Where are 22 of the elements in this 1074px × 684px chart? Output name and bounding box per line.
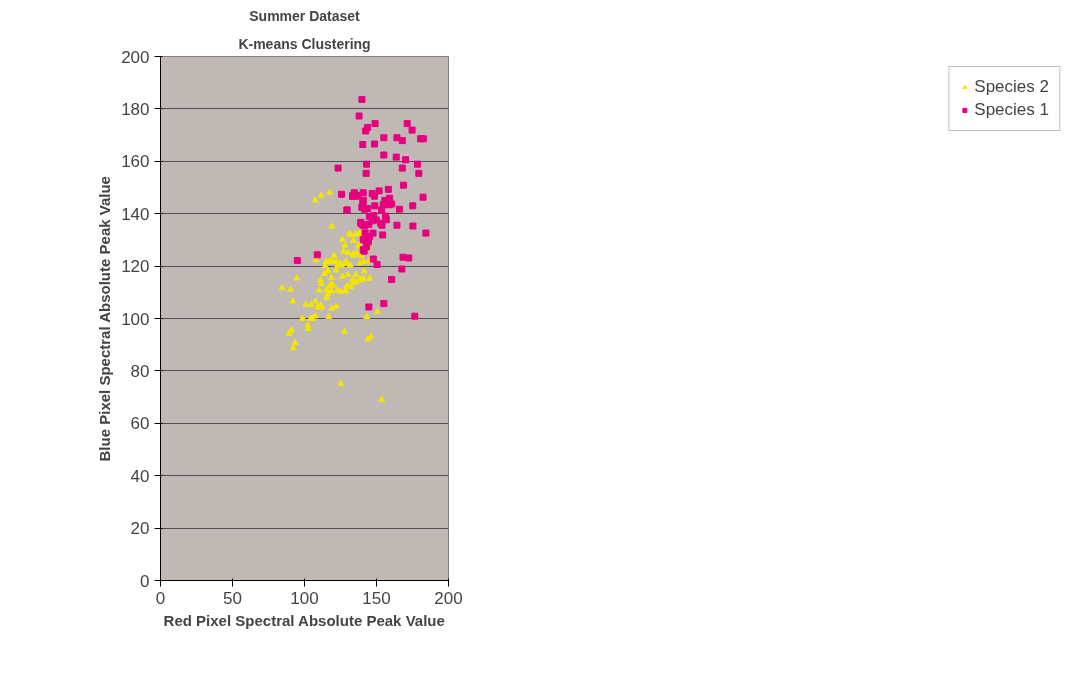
y-tick-label: 100 xyxy=(121,309,150,329)
x-tick-label: 100 xyxy=(290,588,319,608)
legend-label: Species 1 xyxy=(974,100,1049,120)
y-tick-label: 0 xyxy=(140,571,150,591)
y-tick-label: 40 xyxy=(130,466,150,486)
x-tick-label: 150 xyxy=(362,588,391,608)
chart-subtitle: K-means Clustering xyxy=(238,35,371,52)
y-tick-label: 180 xyxy=(121,99,150,119)
x-tick-label: 200 xyxy=(434,588,463,608)
y-tick-label: 80 xyxy=(130,361,150,381)
x-tick-label: 0 xyxy=(155,588,166,608)
y-tick-label: 200 xyxy=(121,47,150,67)
chart-title: Summer Dataset xyxy=(249,7,361,24)
y-axis-title: Blue Pixel Spectral Absolute Peak Value xyxy=(96,176,114,462)
y-tick-label: 60 xyxy=(130,414,150,434)
y-tick-label: 20 xyxy=(130,519,150,539)
x-tick-label: 50 xyxy=(223,588,242,608)
y-tick-label: 140 xyxy=(121,204,150,224)
legend-label: Species 2 xyxy=(974,77,1049,97)
y-tick-label: 120 xyxy=(121,257,150,277)
y-tick-label: 160 xyxy=(121,152,150,172)
x-axis-title: Red Pixel Spectral Absolute Peak Value xyxy=(163,611,445,629)
